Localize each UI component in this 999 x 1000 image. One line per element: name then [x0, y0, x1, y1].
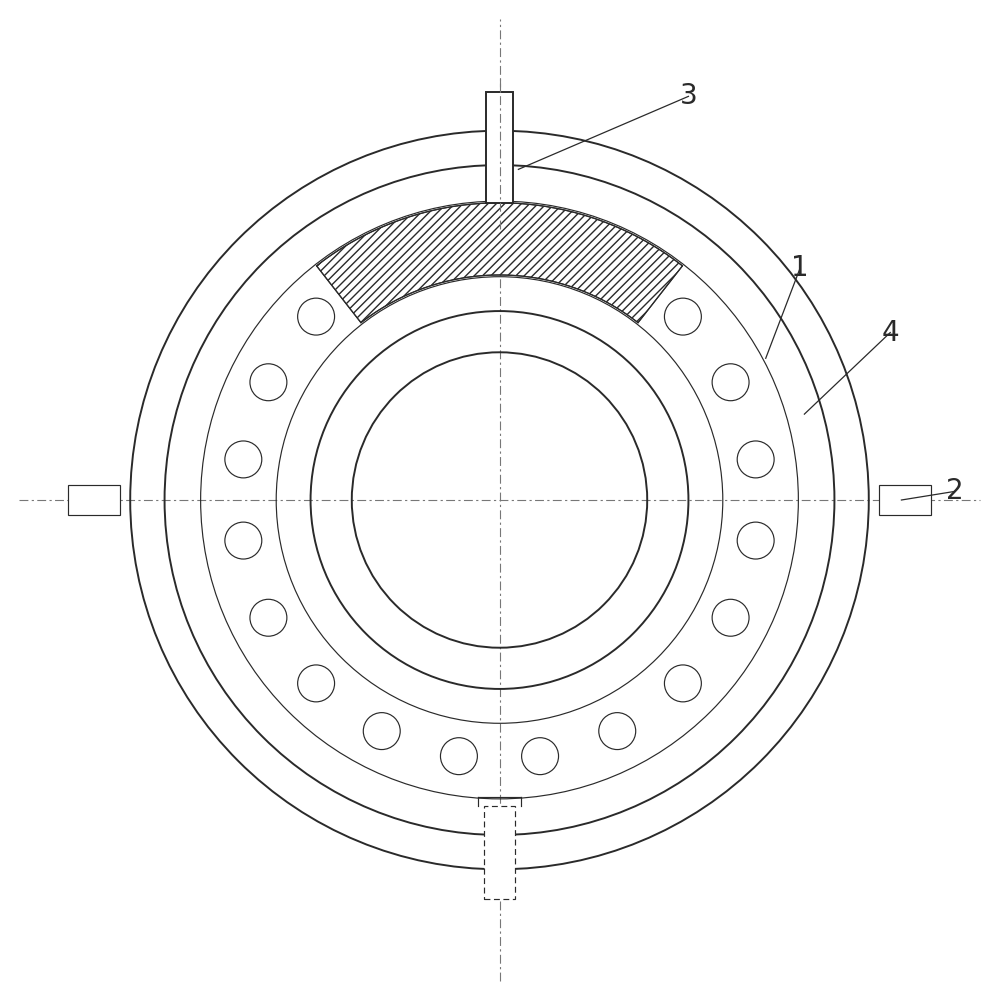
Bar — [68, 485, 120, 515]
Bar — [879, 485, 931, 515]
Text: 4: 4 — [881, 319, 899, 347]
Polygon shape — [317, 203, 682, 323]
Text: 2: 2 — [946, 477, 963, 505]
Text: 1: 1 — [791, 254, 809, 282]
Bar — [487, 92, 512, 203]
Bar — [485, 806, 514, 899]
Text: 3: 3 — [679, 82, 697, 110]
